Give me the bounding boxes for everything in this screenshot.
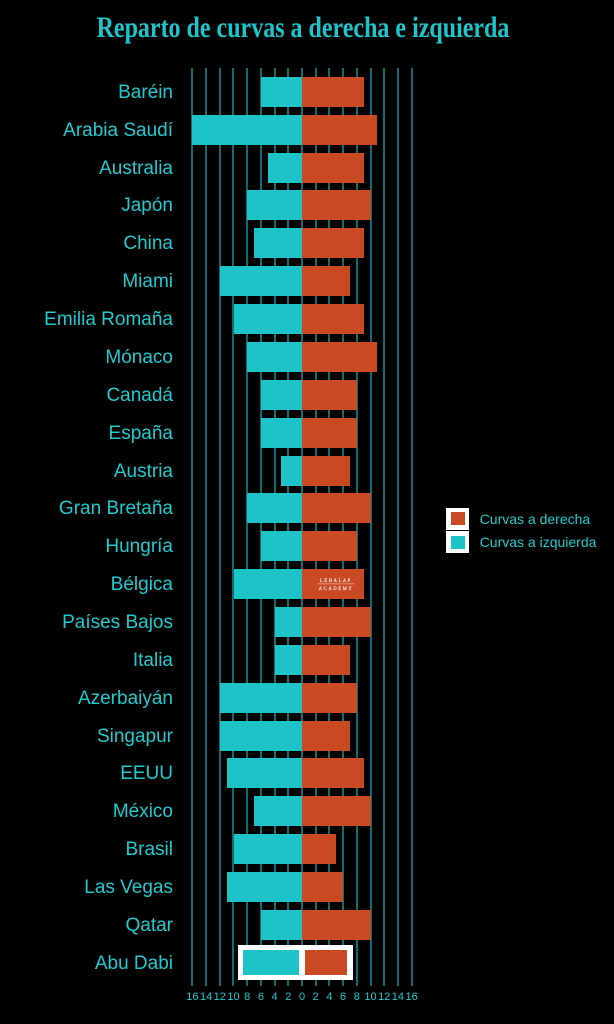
svg-text:LEBALAP: LEBALAP	[320, 579, 352, 584]
svg-text:ACADEMY: ACADEMY	[319, 587, 354, 592]
